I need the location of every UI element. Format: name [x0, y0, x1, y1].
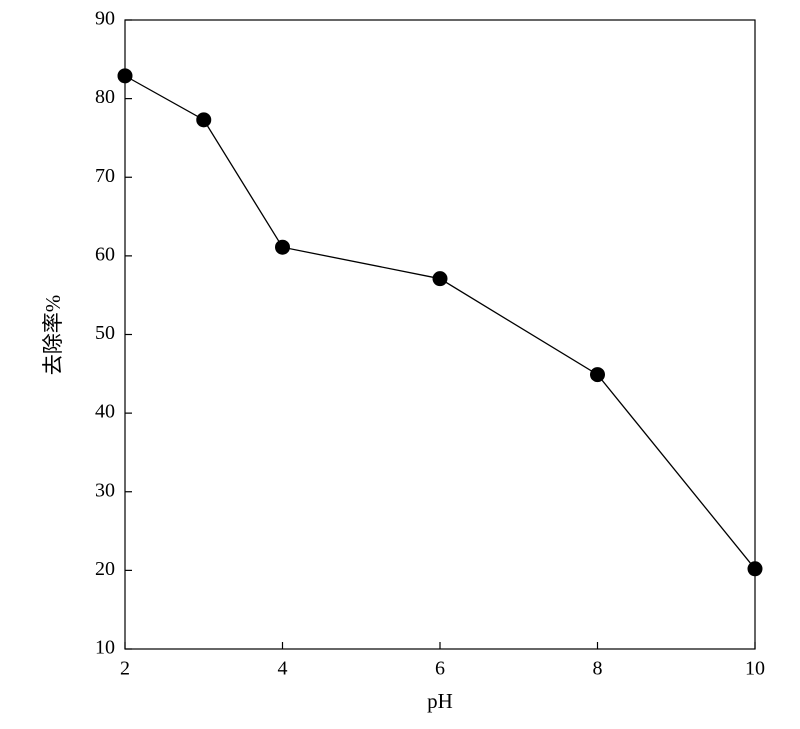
y-axis-title: 去除率% — [41, 295, 65, 376]
y-tick-label: 20 — [95, 558, 115, 580]
x-tick-label: 10 — [745, 658, 765, 680]
data-point — [117, 68, 133, 84]
x-tick-label: 2 — [120, 658, 130, 680]
data-point — [747, 561, 763, 577]
x-tick-label: 4 — [278, 658, 288, 680]
y-tick-label: 60 — [95, 243, 115, 265]
plot-frame — [124, 19, 756, 650]
series-line — [124, 75, 756, 570]
y-tick-label: 50 — [95, 322, 115, 344]
x-axis-title: pH — [427, 689, 453, 713]
y-tick-label: 10 — [95, 637, 115, 659]
data-point — [590, 367, 605, 383]
y-tick-label: 40 — [95, 401, 115, 423]
x-tick-label: 8 — [593, 658, 603, 680]
y-tick-label: 90 — [95, 8, 115, 30]
data-point — [196, 112, 212, 128]
x-tick-label: 6 — [435, 658, 445, 680]
y-tick-label: 30 — [95, 479, 115, 501]
y-tick-label: 70 — [95, 165, 115, 187]
data-point — [275, 239, 290, 255]
data-point — [432, 271, 448, 287]
y-tick-label: 80 — [95, 86, 115, 108]
